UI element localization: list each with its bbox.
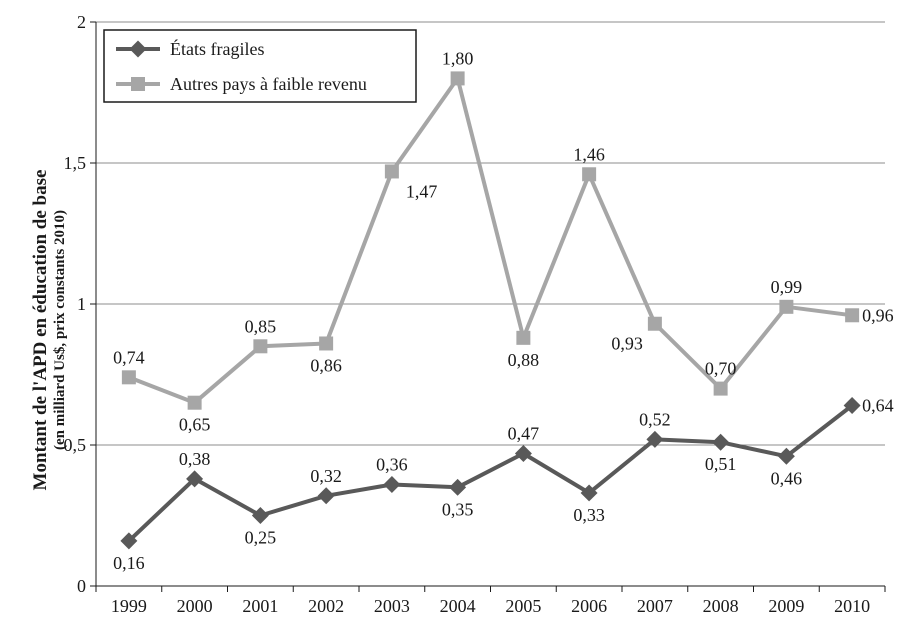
data-labels: 0,16 0,38 0,25 0,32 0,36 0,35 0,47 0,33 0,52 0,51…	[113, 48, 894, 572]
x-tick-label: 2000	[177, 596, 213, 616]
data-point-diamond	[646, 430, 664, 448]
data-label: 0,96	[862, 305, 894, 325]
legend: États fragiles Autres pays à faible reve…	[103, 29, 417, 103]
data-point-square	[450, 71, 465, 86]
series-line-1	[128, 76, 853, 405]
data-label: 0,32	[310, 466, 342, 486]
data-point-square	[253, 339, 268, 354]
data-label: 0,46	[771, 468, 803, 488]
data-label: 0,99	[771, 277, 803, 297]
x-tick-label: 2008	[703, 596, 739, 616]
data-label: 0,47	[508, 423, 540, 443]
data-label: 0,64	[862, 396, 894, 416]
data-label: 0,74	[113, 347, 145, 367]
x-tick-label: 2006	[571, 596, 607, 616]
data-label: 0,25	[245, 528, 277, 548]
data-label: 1,80	[442, 48, 474, 68]
x-tick-label: 2004	[440, 596, 476, 616]
data-label: 0,88	[508, 350, 540, 370]
data-point-diamond	[580, 484, 598, 502]
data-point-diamond	[449, 478, 467, 496]
x-tick-label: 2009	[768, 596, 804, 616]
x-tick-label: 2001	[242, 596, 278, 616]
y-tick-label: 2	[77, 12, 86, 32]
y-tick-label: 1	[77, 294, 86, 314]
y-tick-label: 0	[77, 576, 86, 596]
data-point-diamond	[777, 447, 795, 465]
data-point-diamond	[120, 532, 138, 550]
gridlines	[96, 21, 885, 446]
data-label: 0,35	[442, 499, 474, 519]
x-tick-label: 2002	[308, 596, 344, 616]
y-tick-label: 0,5	[64, 435, 87, 455]
data-point-square	[187, 395, 202, 410]
data-label: 0,36	[376, 454, 408, 474]
data-point-diamond	[317, 487, 335, 505]
data-point-diamond	[514, 444, 532, 462]
legend-marker-autres	[131, 77, 145, 91]
data-point-square	[384, 164, 399, 179]
data-label: 0,33	[573, 505, 605, 525]
data-point-diamond	[843, 397, 861, 415]
data-label: 0,52	[639, 409, 671, 429]
data-point-square	[779, 299, 794, 314]
y-tick-label: 1,5	[64, 153, 87, 173]
data-label: 0,51	[705, 454, 737, 474]
data-point-square	[845, 308, 860, 323]
x-tick-label: 2007	[637, 596, 673, 616]
data-point-square	[319, 336, 334, 351]
legend-box	[103, 29, 417, 103]
data-point-square	[582, 167, 597, 182]
x-tick-label: 2003	[374, 596, 410, 616]
series-line-0	[127, 403, 854, 543]
data-point-square	[121, 370, 136, 385]
data-point-diamond	[186, 470, 204, 488]
data-label: 0,70	[705, 359, 737, 379]
data-point-square	[713, 381, 728, 396]
data-label: 0,16	[113, 553, 145, 573]
data-label: 1,46	[573, 144, 605, 164]
x-tick-label: 1999	[111, 596, 147, 616]
legend-label-autres: Autres pays à faible revenu	[170, 74, 367, 94]
y-axis-title-main: Montant de l'APD en éducation de base	[30, 170, 51, 491]
data-label: 0,85	[245, 316, 277, 336]
series	[120, 71, 861, 550]
data-point-diamond	[712, 433, 730, 451]
y-axis-title-sub: (en milliard Us$, prix constants 2010)	[52, 210, 68, 450]
data-label: 0,65	[179, 415, 211, 435]
data-point-diamond	[251, 506, 269, 524]
data-label: 0,38	[179, 449, 211, 469]
x-tick-label: 2010	[834, 596, 870, 616]
data-point-diamond	[383, 475, 401, 493]
data-label: 0,93	[611, 334, 643, 354]
data-label: 1,47	[406, 181, 438, 201]
data-point-square	[647, 316, 662, 331]
y-axis-title: Montant de l'APD en éducation de base (e…	[30, 170, 68, 491]
data-point-square	[516, 330, 531, 345]
x-tick-label: 2005	[505, 596, 541, 616]
data-label: 0,86	[310, 355, 342, 375]
legend-label-fragile: États fragiles	[170, 38, 264, 59]
